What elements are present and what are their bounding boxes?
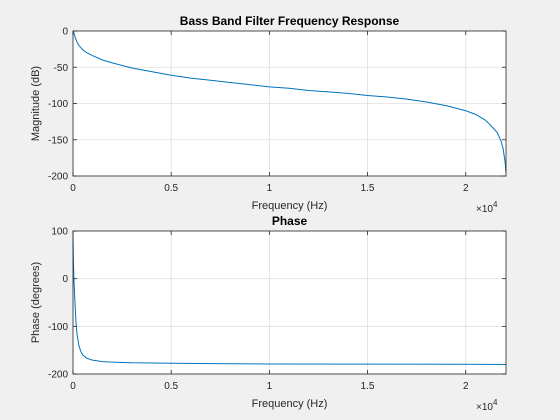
magnitude-y-tick-label: 0	[62, 27, 68, 38]
magnitude-y-tick-label: -100	[48, 99, 68, 110]
magnitude-x-tick-label: 1.5	[361, 183, 375, 194]
magnitude-response-line	[72, 30, 507, 173]
magnitude-y-tick-label: -200	[48, 172, 68, 183]
phase-x-tick-label: 1.5	[361, 381, 375, 392]
phase-y-tick-label: -200	[48, 370, 68, 381]
magnitude-y-tick-label: -150	[48, 135, 68, 146]
phase-x-tick-label: 0	[70, 381, 76, 392]
phase-y-tick-label: 100	[51, 227, 68, 238]
phase-axes: 0 0.5 1 1.5 2 -200 -100 0 100 Phase Frequency (H…	[30, 214, 507, 413]
phase-x-tick-label: 0.5	[164, 381, 178, 392]
phase-axes-frame	[72, 230, 507, 375]
magnitude-x-tick-label: 1	[267, 183, 273, 194]
magnitude-axes: 0 0.5 1 1.5 2 -200 -150 -100 -50 0 Bass Band Filt…	[30, 14, 507, 215]
phase-y-tick-label: 0	[62, 274, 68, 285]
magnitude-ticks: 0 0.5 1 1.5 2 -200 -150 -100 -50 0	[48, 27, 506, 194]
magnitude-x-tick-label: 0	[70, 183, 76, 194]
phase-ticks: 0 0.5 1 1.5 2 -200 -100 0 100	[48, 227, 506, 392]
phase-chart-title: Phase	[272, 214, 308, 228]
magnitude-x-multiplier-base: ×10	[476, 204, 493, 215]
phase-x-axis-label: Frequency (Hz)	[252, 398, 328, 410]
phase-response-line	[72, 235, 507, 365]
phase-x-multiplier-base: ×10	[476, 402, 493, 413]
magnitude-x-multiplier-exponent: 4	[493, 200, 498, 209]
phase-plot-area	[73, 231, 506, 374]
magnitude-x-tick-label: 0.5	[164, 183, 178, 194]
magnitude-y-axis-label: Magnitude (dB)	[30, 66, 42, 141]
magnitude-chart-title: Bass Band Filter Frequency Response	[180, 14, 400, 28]
phase-x-multiplier-exponent: 4	[493, 398, 498, 407]
magnitude-x-multiplier: ×104	[476, 200, 498, 215]
magnitude-x-axis-label: Frequency (Hz)	[252, 200, 328, 212]
magnitude-y-tick-label: -50	[54, 63, 69, 74]
phase-x-multiplier: ×104	[476, 398, 498, 413]
phase-x-tick-label: 1	[267, 381, 273, 392]
phase-y-axis-label: Phase (degrees)	[30, 262, 42, 343]
phase-y-tick-label: -100	[48, 322, 68, 333]
magnitude-x-tick-label: 2	[463, 183, 469, 194]
phase-x-tick-label: 2	[463, 381, 469, 392]
